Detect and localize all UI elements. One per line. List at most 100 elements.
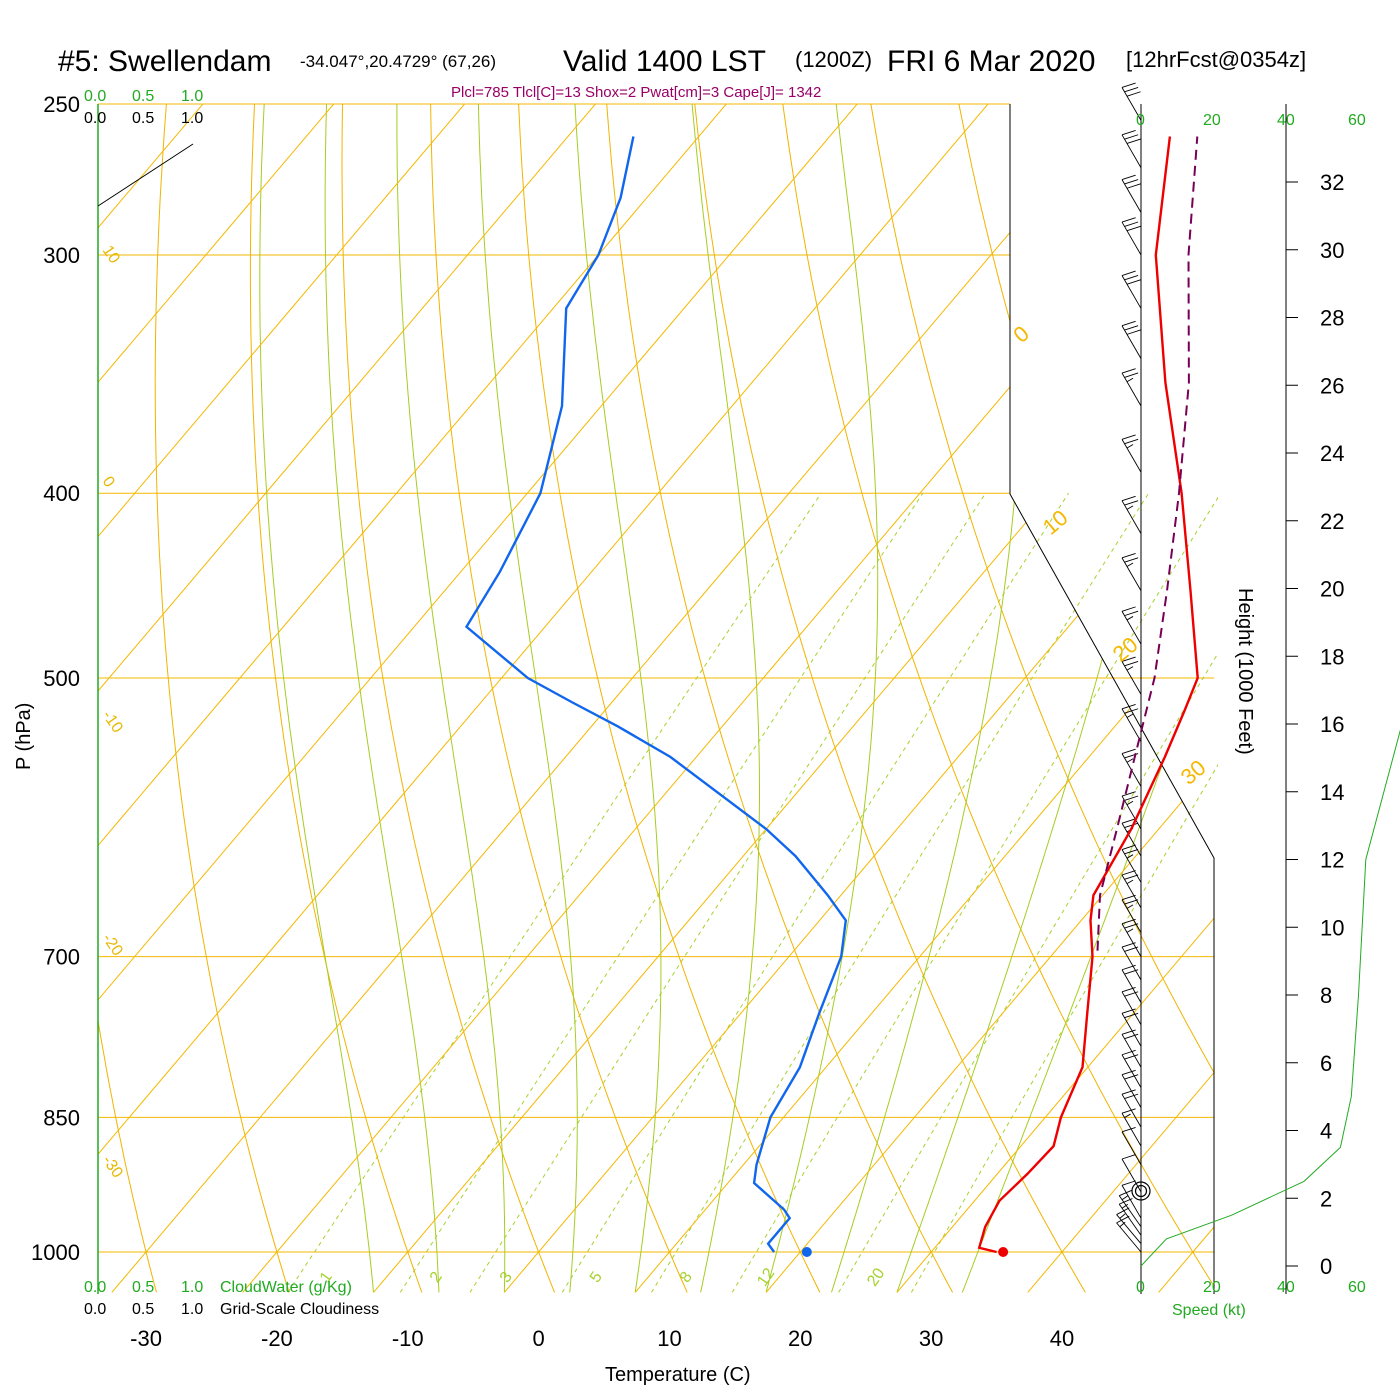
mixing-ratio-label-8: 8 bbox=[677, 1269, 696, 1286]
temperature-line bbox=[977, 136, 1199, 1254]
barb-half bbox=[1126, 713, 1134, 718]
wind-barb-970-3 bbox=[1118, 1189, 1142, 1228]
barb-flag bbox=[1124, 179, 1139, 185]
barb-half bbox=[1121, 1195, 1129, 1201]
moist-adiabat-35 bbox=[961, 104, 1214, 1293]
barb-flag bbox=[1116, 1207, 1130, 1215]
barb-flag bbox=[1124, 1093, 1139, 1099]
isotherm--50 bbox=[98, 104, 887, 1293]
moist-adiabat-lines bbox=[259, 104, 1214, 1293]
barb-flag bbox=[1124, 557, 1139, 563]
moist-adiabat-0 bbox=[396, 104, 506, 1293]
barb-half bbox=[1126, 758, 1134, 763]
barb-half bbox=[1126, 444, 1134, 449]
barb-flag bbox=[1124, 849, 1139, 855]
barb-flag bbox=[1124, 660, 1139, 667]
dry-adiabat-label-0: 0 bbox=[99, 474, 118, 491]
cloud-top-black-2: 1.0 bbox=[181, 110, 203, 127]
mixing-ratio-labels: 1 2 3 5 8 12 20 bbox=[317, 1265, 889, 1289]
barb-staff bbox=[1121, 179, 1142, 213]
mixing-ratio-12 bbox=[731, 496, 1218, 1293]
barb-flag bbox=[1124, 708, 1139, 714]
dry-adiabat-10 bbox=[429, 104, 688, 1293]
barb-staff bbox=[1121, 969, 1142, 1003]
isotherm-50 bbox=[1158, 104, 1214, 1293]
barb-staff bbox=[1116, 1222, 1142, 1253]
dry-adiabat-120 bbox=[1388, 70, 1400, 1292]
barb-flag bbox=[1121, 270, 1136, 276]
x-axis-title: Temperature (C) bbox=[605, 1364, 751, 1386]
pressure-label-850: 850 bbox=[43, 1105, 80, 1130]
temperature-tick-labels: -30 -20 -10 0 10 20 30 40 bbox=[130, 1326, 1074, 1351]
wind-barb-960-4 bbox=[1121, 1180, 1142, 1219]
valid-date: FRI 6 Mar 2020 bbox=[887, 45, 1095, 78]
barb-staff bbox=[1121, 325, 1142, 359]
dry-adiabat-20 bbox=[516, 104, 821, 1293]
wind-barb-480-25 bbox=[1121, 606, 1142, 645]
barb-flag bbox=[1124, 899, 1139, 905]
barb-half bbox=[1119, 1221, 1126, 1228]
cloud-top-black-0: 0.0 bbox=[84, 110, 106, 127]
barb-flag bbox=[1126, 91, 1141, 97]
barb-flag bbox=[1121, 1008, 1136, 1014]
barb-staff bbox=[1118, 1203, 1142, 1236]
height-label-6: 6 bbox=[1320, 1051, 1332, 1076]
pressure-label-300: 300 bbox=[43, 243, 80, 268]
mixing-ratio-label-2: 2 bbox=[427, 1269, 446, 1286]
mixing-ratio-5 bbox=[561, 492, 1069, 1293]
mixing-ratio-1 bbox=[287, 492, 822, 1293]
wind-barb-420-27 bbox=[1121, 495, 1142, 534]
barb-flag bbox=[1121, 1108, 1136, 1114]
height-label-24: 24 bbox=[1320, 441, 1344, 466]
wind-barbs bbox=[1116, 82, 1142, 1253]
dry-adiabat--10 bbox=[249, 104, 423, 1293]
barb-staff bbox=[1121, 923, 1142, 957]
wind-barb-880-7 bbox=[1121, 1108, 1142, 1147]
isotherm--30 bbox=[111, 104, 1148, 1293]
wind-barb-510-24 bbox=[1121, 656, 1142, 695]
pressure-label-500: 500 bbox=[43, 666, 80, 691]
barb-flag bbox=[1126, 183, 1141, 189]
barb-flag bbox=[1121, 1049, 1136, 1056]
speed-scale-top: 0 20 40 60 bbox=[1136, 112, 1366, 129]
cloud-bottom-green-2: 1.0 bbox=[181, 1279, 203, 1296]
barb-staff bbox=[1121, 991, 1142, 1025]
barb-half bbox=[1126, 666, 1134, 671]
barb-staff bbox=[1121, 275, 1142, 309]
barb-half bbox=[1126, 904, 1134, 909]
dewpoint-line bbox=[464, 136, 848, 1253]
speed-top-40: 40 bbox=[1277, 112, 1295, 129]
surface-temperature-dot bbox=[998, 1247, 1009, 1257]
barb-flag bbox=[1121, 1089, 1136, 1095]
isotherm-label-10: 10 bbox=[1038, 505, 1073, 540]
barb-flag bbox=[1121, 656, 1136, 662]
dry-adiabat-label-10: 10 bbox=[99, 243, 123, 267]
isotherm-40 bbox=[1027, 104, 1214, 1293]
pressure-label-400: 400 bbox=[43, 481, 80, 506]
height-speed-profile bbox=[1140, 729, 1400, 1267]
barb-staff bbox=[1121, 795, 1142, 830]
height-label-0: 0 bbox=[1320, 1254, 1332, 1279]
wind-barb-270-34 bbox=[1121, 129, 1142, 168]
valid-time: Valid 1400 LST bbox=[563, 45, 766, 78]
dry-adiabat-label--30: -30 bbox=[99, 1153, 126, 1182]
barb-half bbox=[1126, 505, 1134, 510]
height-profile bbox=[1140, 729, 1400, 1267]
cloud-bottom-green-0: 0.0 bbox=[84, 1279, 106, 1296]
cloud-top-green-0: 0.0 bbox=[84, 88, 106, 105]
dry-adiabat-110 bbox=[1301, 70, 1400, 1292]
wind-barb-990-1 bbox=[1116, 1207, 1142, 1244]
height-label-30: 30 bbox=[1320, 238, 1344, 263]
wind-barb-640-19 bbox=[1121, 844, 1142, 883]
wind-barb-360-29 bbox=[1121, 368, 1142, 407]
mixing-ratio-2 bbox=[399, 492, 924, 1293]
mixing-ratio-label-5: 5 bbox=[587, 1269, 606, 1286]
isotherm--80 bbox=[98, 104, 494, 1293]
cloud-top-green-1: 0.5 bbox=[132, 88, 154, 105]
isotherm--70 bbox=[98, 104, 625, 1293]
barb-staff bbox=[1121, 1113, 1142, 1147]
temp-label--10: -10 bbox=[392, 1326, 424, 1351]
height-label-16: 16 bbox=[1320, 712, 1344, 737]
barb-staff bbox=[1121, 708, 1142, 742]
